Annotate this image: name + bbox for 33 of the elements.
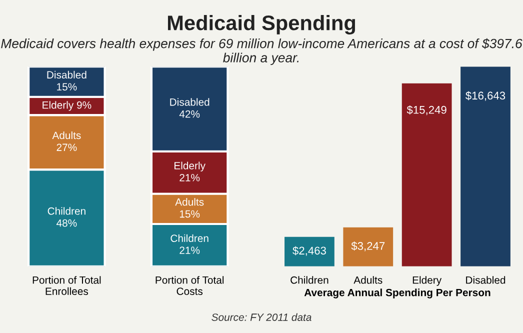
data-label: 27%	[56, 144, 77, 152]
x-tick-label: Portion of Total Enrollees	[32, 276, 101, 295]
data-label: $15,249	[406, 105, 446, 116]
series-label: Children	[170, 234, 208, 242]
x-tick-label: Portion of Total Costs	[156, 276, 224, 295]
data-label: 15%	[180, 210, 200, 218]
data-label: 42%	[179, 110, 200, 118]
x-tick-label: Eldery	[412, 276, 442, 286]
text: Children	[48, 207, 86, 215]
data-label: 48%	[56, 219, 77, 227]
x-axis-title: Average Annual Spending Per Person	[304, 288, 490, 298]
bar	[460, 66, 510, 266]
chart-subtitle: Medicaid covers health expenses for 69 million low-income Americans at a cost of $397.6 billion a year.	[1, 38, 522, 66]
x-tick-label: Disabled	[466, 276, 506, 284]
series-label: Disabled	[47, 70, 86, 79]
text: Adults	[52, 131, 81, 140]
chart-title: Medicaid Spending	[168, 14, 356, 34]
text: Disabled	[170, 98, 210, 106]
x-tick-label: Children	[290, 276, 328, 284]
x-tick-label: Adults	[354, 276, 382, 284]
data-label: 15%	[57, 83, 77, 91]
data-label: 21%	[180, 174, 200, 182]
text: Elderly 9%	[42, 101, 92, 111]
source-note: Source: FY 2011 data	[212, 313, 312, 321]
data-label: $16,643	[466, 91, 506, 101]
data-label: $3,247	[351, 242, 385, 252]
data-label: 21%	[180, 246, 200, 254]
series-label: Elderly	[174, 162, 206, 172]
bar	[284, 236, 334, 266]
bar	[402, 83, 452, 266]
data-label: $2,463	[292, 246, 326, 256]
series-label: Adults	[175, 198, 204, 206]
bar	[343, 227, 394, 266]
